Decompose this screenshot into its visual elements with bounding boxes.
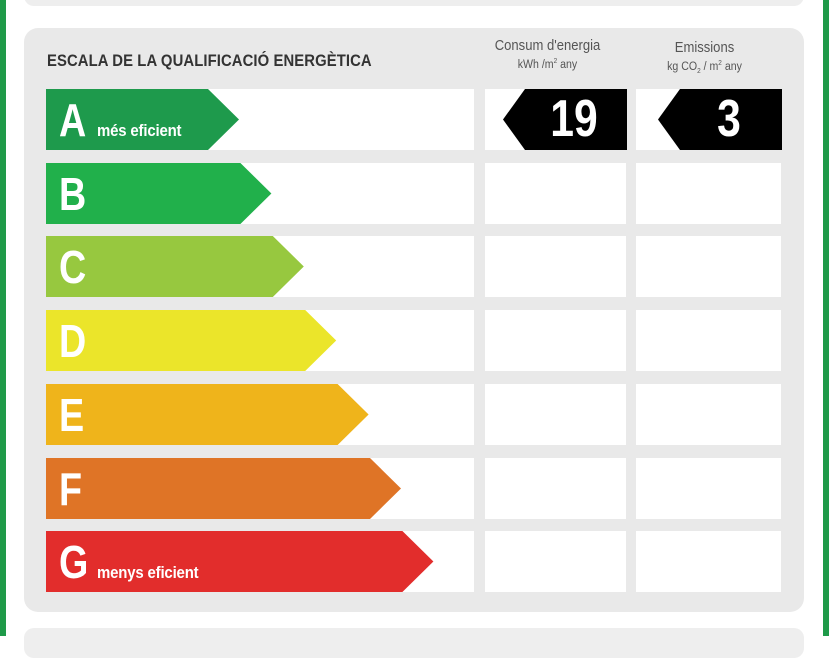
previous-section-panel [24, 0, 804, 6]
class-letter: D [59, 314, 87, 367]
class-letter: C [59, 240, 87, 293]
emissions-cell [636, 384, 781, 445]
emissions-cell [636, 163, 781, 224]
consumption-cell [485, 384, 626, 445]
badge-arrow-shape [503, 89, 627, 150]
class-bar-e: E [46, 384, 371, 445]
emissions-header-title: Emissions [674, 40, 735, 56]
emissions-badge: 3 [658, 89, 782, 150]
next-section-panel [24, 628, 804, 658]
consumption-header-title: Consum d'energia [494, 38, 601, 54]
badge-arrow-shape [658, 89, 782, 150]
class-letter: A [59, 93, 87, 146]
class-bar-arrow-shape [46, 310, 337, 371]
class-bar-d: D [46, 310, 338, 371]
badge-value: 19 [550, 90, 598, 148]
class-letter: B [59, 167, 87, 220]
badge-value: 3 [717, 90, 741, 148]
emissions-cell [636, 531, 781, 592]
class-letter: F [59, 462, 83, 515]
consumption-cell [485, 310, 626, 371]
emissions-cell [636, 310, 781, 371]
emissions-header-unit: kg CO2 / m2 any [667, 60, 742, 76]
class-letter: E [59, 388, 85, 441]
class-label: menys eficient [97, 563, 199, 582]
emissions-cell [636, 458, 781, 519]
class-bar-c: C [46, 236, 306, 297]
consumption-cell [485, 531, 626, 592]
consumption-column-header: Consum d'energia kWh /m2 any [480, 38, 615, 71]
class-label: més eficient [97, 121, 182, 140]
consumption-cell [485, 236, 626, 297]
emissions-cell [636, 236, 781, 297]
class-bar-b: B [46, 163, 273, 224]
consumption-cell [485, 458, 626, 519]
consumption-badge: 19 [503, 89, 627, 150]
class-bar-f: F [46, 458, 403, 519]
consumption-header-unit: kWh /m2 any [517, 58, 578, 71]
class-bar-arrow-shape [46, 89, 239, 150]
class-bar-arrow-shape [46, 384, 369, 445]
scale-title: ESCALA DE LA QUALIFICACIÓ ENERGÈTICA [47, 52, 372, 70]
class-bar-arrow-shape [46, 236, 304, 297]
class-letter: G [59, 535, 89, 588]
class-bar-arrow-shape [46, 163, 272, 224]
consumption-cell [485, 163, 626, 224]
emissions-column-header: Emissions kg CO2 / m2 any [637, 40, 772, 75]
class-bar-arrow-shape [46, 531, 434, 592]
class-bar-arrow-shape [46, 458, 401, 519]
